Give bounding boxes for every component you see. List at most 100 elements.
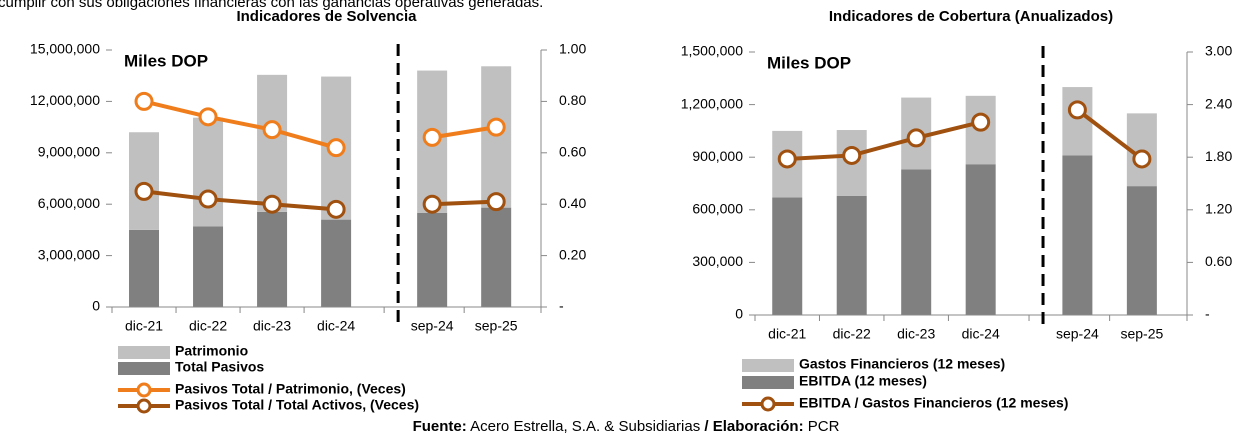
bar [836, 195, 867, 315]
x-tick-label: dic-23 [253, 318, 291, 334]
legend-swatch [742, 359, 794, 372]
legend-swatch [118, 346, 170, 359]
bar [1062, 87, 1093, 156]
y-tick-label: 600,000 [692, 201, 743, 217]
source-label: / Elaboración: [704, 418, 803, 435]
bar [417, 212, 448, 307]
y-tick-label: 1,500,000 [681, 43, 743, 59]
x-tick-label: dic-24 [317, 318, 355, 334]
x-tick-label: sep-25 [1120, 326, 1163, 342]
marker [326, 199, 346, 219]
marker [842, 145, 862, 165]
line [787, 120, 982, 161]
legend-swatch [118, 362, 170, 375]
source-text: Acero Estrella, S.A. & Subsidiarias [470, 418, 700, 435]
marker [134, 91, 154, 111]
marker [1132, 149, 1152, 169]
y-tick-label: 6,000,000 [38, 195, 100, 211]
bar [481, 207, 512, 307]
marker [422, 127, 442, 147]
line [143, 99, 337, 150]
caption: cumplir con sus obligaciones financieras… [0, 0, 543, 11]
annotation: Miles DOP [124, 51, 208, 70]
marker [134, 181, 154, 201]
legend-swatch [136, 382, 152, 398]
line [431, 125, 497, 140]
marker [422, 194, 442, 214]
y2-tick-label: 3.00 [1205, 43, 1232, 59]
bar [321, 219, 352, 307]
y2-tick-label: 0.80 [559, 92, 586, 108]
y-tick-label: 900,000 [692, 148, 743, 164]
y2-tick-label: 1.80 [1205, 148, 1232, 164]
source: Fuente: Acero Estrella, S.A. & Subsidiar… [413, 418, 840, 435]
x-tick-label: sep-24 [411, 318, 454, 334]
x-tick-label: sep-24 [1056, 326, 1099, 342]
bar [193, 226, 224, 307]
legend-label: Gastos Financieros (12 meses) [799, 356, 1005, 372]
y2-tick-label: 0.20 [559, 246, 586, 262]
legend-swatch [136, 398, 152, 414]
bar [965, 164, 996, 315]
x-tick-label: dic-22 [833, 326, 871, 342]
y-tick-label: 15,000,000 [30, 41, 100, 57]
legend-label: Patrimonio [175, 343, 248, 359]
y-tick-label: 9,000,000 [38, 144, 100, 160]
marker [262, 194, 282, 214]
marker [486, 117, 506, 137]
legend-label: Pasivos Total / Patrimonio, (Veces) [175, 381, 406, 397]
legend-swatch [742, 376, 794, 389]
bar [901, 169, 932, 315]
bar [481, 66, 512, 208]
bar [129, 229, 160, 307]
y2-tick-label: 0.40 [559, 195, 586, 211]
source-label: Fuente: [413, 418, 467, 435]
bar [193, 117, 224, 227]
y-tick-label: 0 [735, 306, 743, 322]
y2-tick-label: - [559, 298, 564, 314]
y-tick-label: 1,200,000 [681, 95, 743, 111]
y2-tick-label: 1.00 [559, 41, 586, 57]
legend-swatch [760, 396, 776, 412]
y2-tick-label: 0.60 [559, 144, 586, 160]
legend-label: EBITDA (12 meses) [799, 373, 927, 389]
bar [1062, 155, 1093, 315]
bar [257, 211, 288, 307]
x-tick-label: dic-23 [897, 326, 935, 342]
marker [906, 128, 926, 148]
legend-label: EBITDA / Gastos Financieros (12 meses) [799, 395, 1068, 411]
bar [129, 132, 160, 230]
y2-tick-label: 2.40 [1205, 95, 1232, 111]
bar [1126, 186, 1157, 315]
y2-tick-label: - [1205, 306, 1210, 322]
y-tick-label: 0 [92, 298, 100, 314]
bar [772, 197, 803, 315]
legend-label: Total Pasivos [175, 359, 264, 375]
marker [326, 138, 346, 158]
line [432, 199, 497, 207]
x-tick-label: sep-25 [475, 318, 518, 334]
x-tick-label: dic-24 [962, 326, 1000, 342]
marker [486, 192, 506, 212]
x-tick-label: dic-21 [768, 326, 806, 342]
marker [198, 107, 218, 127]
y-tick-label: 300,000 [692, 253, 743, 269]
marker [777, 149, 797, 169]
line [1076, 108, 1144, 161]
x-tick-label: dic-21 [125, 318, 163, 334]
marker [262, 120, 282, 140]
x-tick-label: dic-22 [189, 318, 227, 334]
y2-tick-label: 0.60 [1205, 253, 1232, 269]
marker [198, 189, 218, 209]
chart-title: Indicadores de Solvencia [236, 8, 417, 25]
legend-label: Pasivos Total / Total Activos, (Veces) [175, 397, 419, 413]
marker [1067, 100, 1087, 120]
chart-title: Indicadores de Cobertura (Anualizados) [829, 8, 1113, 25]
line [143, 189, 337, 212]
annotation: Miles DOP [767, 53, 851, 72]
marker [971, 112, 991, 132]
y-tick-label: 12,000,000 [30, 92, 100, 108]
source-text: PCR [808, 418, 840, 435]
bar [257, 74, 288, 212]
